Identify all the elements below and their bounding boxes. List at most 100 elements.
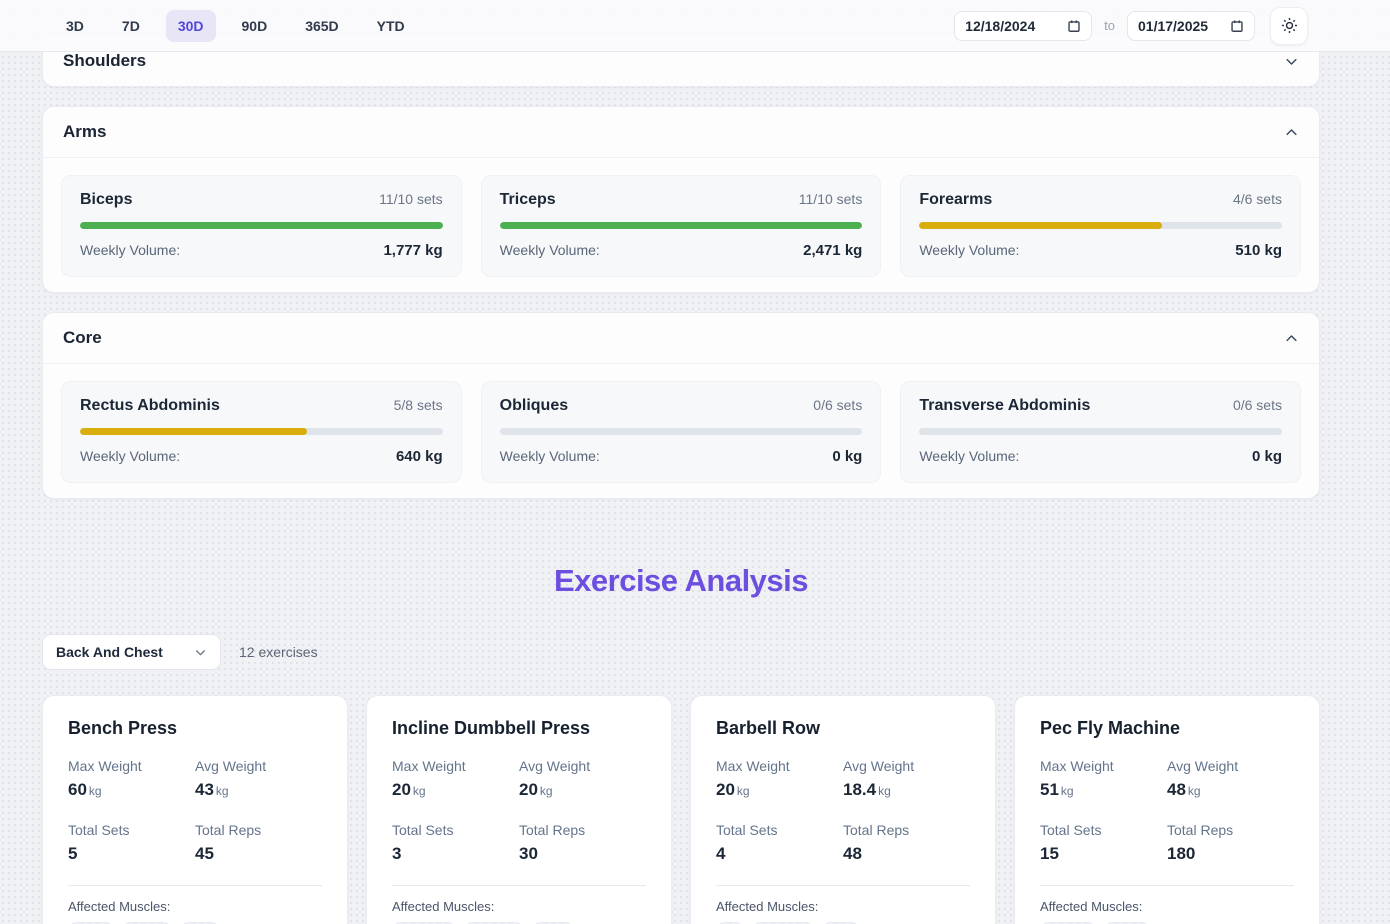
range-tab-30d[interactable]: 30D (165, 9, 216, 42)
muscle-name: Obliques (499, 397, 569, 414)
progress-track (919, 222, 1282, 229)
exercise-name: Pec Fly Machine (1040, 718, 1181, 738)
stat-avg-weight: Avg Weight 20 kg (519, 758, 591, 799)
muscle-card-forearms: Forearms 4/6 sets Weekly Volume: 510 kg (900, 175, 1301, 277)
stat-total-reps: Total Reps 30 (519, 822, 586, 863)
calendar-icon (1230, 19, 1244, 33)
stat-avg-weight: Avg Weight 48 kg (1167, 758, 1239, 799)
affected-muscle-badges (68, 922, 322, 924)
chevron-down-icon (194, 646, 207, 659)
progress-fill (80, 222, 443, 229)
muscle-sets: 11/10 sets (379, 191, 443, 207)
divider (392, 885, 646, 886)
stat-total-sets: Total Sets 15 (1040, 822, 1102, 863)
chevron-down-icon (1284, 54, 1299, 69)
range-tab-90d[interactable]: 90D (230, 10, 280, 42)
stat-max-weight: Max Weight 20 kg (392, 758, 466, 799)
muscle-name: Forearms (919, 191, 993, 208)
muscle-sets: 0/6 sets (1232, 397, 1282, 413)
chevron-up-icon (1284, 331, 1299, 346)
section-header-core[interactable]: Core (43, 313, 1319, 363)
stat-max-weight: Max Weight 60 kg (68, 758, 142, 799)
stat-total-sets: Total Sets 4 (716, 822, 778, 863)
muscle-sets: 5/8 sets (393, 397, 443, 413)
exercise-filter-row: Back And Chest 12 exercises (42, 634, 1320, 670)
section-body: Rectus Abdominis 5/8 sets Weekly Volume:… (43, 363, 1319, 498)
affected-muscles-label: Affected Muscles: (1040, 899, 1143, 914)
volume-value: 640 kg (395, 448, 443, 465)
section-body: Biceps 11/10 sets Weekly Volume: 1,777 k… (43, 157, 1319, 292)
muscle-group-select[interactable]: Back And Chest (42, 634, 221, 670)
affected-muscle-badges (1040, 922, 1294, 924)
volume-label: Weekly Volume: (499, 242, 600, 258)
affected-muscles-label: Affected Muscles: (716, 899, 819, 914)
exercise-name: Incline Dumbbell Press (392, 718, 591, 738)
exercise-card-pec-fly-machine: Pec Fly Machine Max Weight 51 kg Avg Weig… (1014, 695, 1320, 924)
sun-icon (1281, 17, 1298, 34)
range-tab-3d[interactable]: 3D (54, 10, 96, 42)
stat-max-weight: Max Weight 20 kg (716, 758, 790, 799)
exercise-count-label: 12 exercises (239, 644, 318, 660)
progress-track (80, 222, 443, 229)
divider (1040, 885, 1294, 886)
muscle-card-biceps: Biceps 11/10 sets Weekly Volume: 1,777 k… (61, 175, 462, 277)
exercise-analysis-title: Exercise Analysis (553, 563, 809, 598)
stat-total-sets: Total Sets 3 (392, 822, 454, 863)
chevron-up-icon (1284, 125, 1299, 140)
divider (716, 885, 970, 886)
range-tab-365d[interactable]: 365D (293, 10, 350, 42)
muscle-card-rectus-abdominis: Rectus Abdominis 5/8 sets Weekly Volume:… (61, 381, 462, 483)
section-title: Shoulders (63, 51, 147, 70)
muscle-card-transverse-abdominis: Transverse Abdominis 0/6 sets Weekly Vol… (900, 381, 1301, 483)
volume-value: 510 kg (1235, 242, 1282, 259)
progress-track (499, 428, 863, 435)
muscle-sets: 11/10 sets (798, 191, 863, 207)
progress-fill (919, 222, 1163, 229)
divider (68, 885, 322, 886)
muscle-name: Rectus Abdominis (80, 397, 220, 414)
section-title: Core (63, 328, 102, 347)
stat-total-reps: Total Reps 45 (195, 822, 262, 863)
section-header-arms[interactable]: Arms (43, 107, 1319, 157)
stat-total-sets: Total Sets 5 (68, 822, 130, 863)
muscle-group-section-arms: Arms Biceps 11/10 sets Weekly Volume: 1,… (42, 106, 1320, 293)
exercise-name: Bench Press (68, 718, 178, 738)
range-tab-7d[interactable]: 7D (110, 10, 152, 42)
date-to-value: 01/17/2025 (1138, 17, 1209, 34)
section-title: Arms (63, 122, 107, 141)
volume-value: 2,471 kg (803, 242, 863, 259)
theme-toggle-button[interactable] (1270, 6, 1308, 45)
affected-muscles-label: Affected Muscles: (392, 899, 495, 914)
volume-value: 0 kg (1251, 448, 1282, 465)
stat-max-weight: Max Weight 51 kg (1040, 758, 1114, 799)
date-range-to-label: to (1104, 18, 1115, 33)
muscle-group-section-core: Core Rectus Abdominis 5/8 sets Weekly Vo… (42, 312, 1320, 499)
muscle-card-obliques: Obliques 0/6 sets Weekly Volume: 0 kg (480, 381, 882, 483)
stat-avg-weight: Avg Weight 18.4 kg (843, 758, 915, 799)
stat-avg-weight: Avg Weight 43 kg (195, 758, 267, 799)
muscle-sets: 4/6 sets (1232, 191, 1282, 207)
date-to-input[interactable]: 01/17/2025 (1127, 10, 1255, 41)
progress-fill (499, 222, 863, 229)
progress-track (919, 428, 1282, 435)
volume-label: Weekly Volume: (80, 242, 181, 258)
calendar-icon (1067, 19, 1081, 33)
date-from-input[interactable]: 12/18/2024 (954, 10, 1093, 41)
volume-label: Weekly Volume: (919, 448, 1020, 464)
volume-value: 0 kg (832, 448, 863, 465)
affected-muscles-label: Affected Muscles: (68, 899, 171, 914)
volume-value: 1,777 kg (383, 242, 443, 259)
affected-muscle-badges (392, 922, 646, 924)
progress-fill (80, 428, 307, 435)
muscle-name: Transverse Abdominis (919, 397, 1091, 414)
progress-track (499, 222, 863, 229)
affected-muscle-badges (716, 922, 970, 924)
muscle-name: Biceps (80, 191, 133, 208)
exercise-card-barbell-row: Barbell Row Max Weight 20 kg Avg Weight 1… (690, 695, 996, 924)
exercise-card-bench-press: Bench Press Max Weight 60 kg Avg Weight 4… (42, 695, 348, 924)
range-tab-ytd[interactable]: YTD (365, 10, 417, 42)
volume-label: Weekly Volume: (80, 448, 181, 464)
muscle-card-triceps: Triceps 11/10 sets Weekly Volume: 2,471 … (480, 175, 882, 277)
stat-total-reps: Total Reps 180 (1167, 822, 1234, 863)
